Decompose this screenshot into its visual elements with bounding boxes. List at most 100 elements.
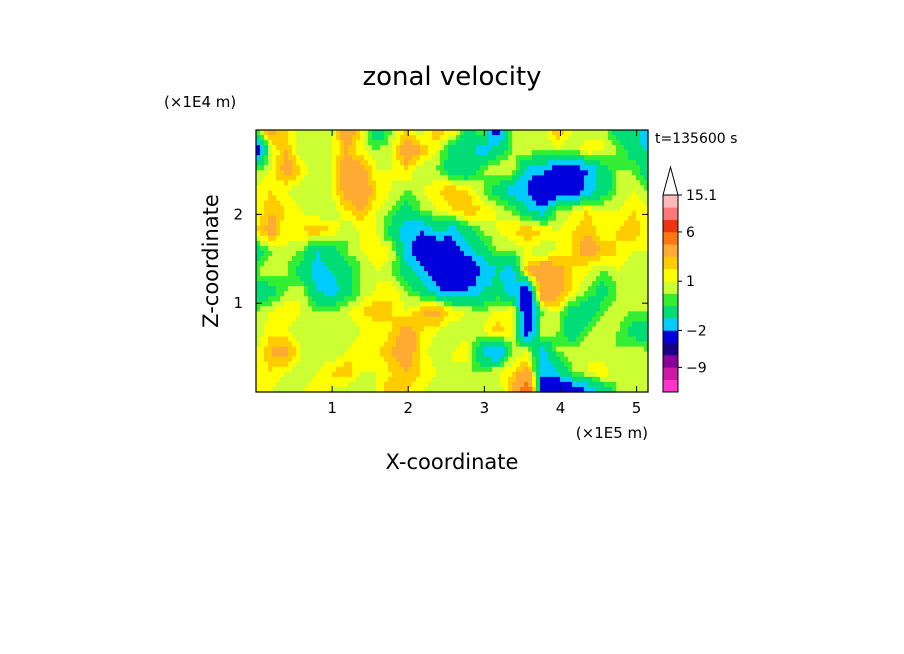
field-cell <box>472 266 477 272</box>
field-cell <box>528 240 533 247</box>
field-cell <box>364 356 369 363</box>
field-cell <box>352 195 357 202</box>
field-cell <box>412 351 417 358</box>
field-cell <box>612 255 617 262</box>
field-cell <box>456 281 461 287</box>
field-cell <box>320 140 325 146</box>
field-cell <box>276 301 281 307</box>
field-cell <box>500 261 505 267</box>
field-cell <box>476 195 481 202</box>
field-cell <box>452 250 457 257</box>
field-cell <box>380 321 385 328</box>
field-cell <box>528 366 533 373</box>
field-cell <box>508 220 513 227</box>
field-cell <box>308 286 313 292</box>
field-cell <box>596 266 601 272</box>
field-cell <box>612 240 617 247</box>
field-cell <box>452 150 457 156</box>
field-cell <box>368 341 373 348</box>
field-cell <box>596 215 601 222</box>
field-cell <box>336 235 341 242</box>
field-cell <box>340 351 345 358</box>
field-cell <box>540 296 545 302</box>
field-cell <box>280 291 285 297</box>
field-cell <box>388 266 393 272</box>
field-cell <box>536 381 541 388</box>
field-cell <box>424 155 429 161</box>
field-cell <box>376 145 381 151</box>
field-cell <box>448 306 453 312</box>
field-cell <box>556 336 561 343</box>
field-cell <box>412 356 417 363</box>
field-cell <box>360 351 365 358</box>
field-cell <box>592 225 597 232</box>
field-cell <box>364 190 369 197</box>
field-cell <box>628 220 633 227</box>
field-cell <box>272 180 277 187</box>
field-cell <box>484 376 489 383</box>
field-cell <box>528 331 533 338</box>
field-cell <box>604 255 609 262</box>
field-cell <box>448 316 453 323</box>
field-cell <box>588 170 593 176</box>
field-cell <box>460 291 465 297</box>
field-cell <box>352 266 357 272</box>
field-cell <box>364 271 369 277</box>
field-cell <box>524 155 529 161</box>
field-cell <box>344 220 349 227</box>
field-cell <box>412 271 417 277</box>
field-cell <box>288 276 293 282</box>
field-cell <box>544 135 549 141</box>
field-cell <box>412 381 417 388</box>
field-cell <box>324 205 329 212</box>
field-cell <box>544 346 549 353</box>
field-cell <box>328 356 333 363</box>
field-cell <box>624 286 629 292</box>
field-cell <box>476 381 481 388</box>
field-cell <box>472 230 477 237</box>
field-cell <box>300 250 305 257</box>
field-cell <box>476 165 481 171</box>
field-cell <box>276 180 281 187</box>
field-cell <box>600 170 605 176</box>
field-cell <box>592 381 597 388</box>
field-cell <box>544 341 549 348</box>
field-cell <box>256 261 261 267</box>
field-cell <box>452 321 457 328</box>
field-cell <box>280 271 285 277</box>
field-cell <box>492 185 497 192</box>
field-cell <box>300 240 305 247</box>
field-cell <box>604 296 609 302</box>
field-cell <box>540 336 545 343</box>
field-cell <box>616 341 621 348</box>
field-cell <box>388 245 393 252</box>
field-cell <box>392 225 397 232</box>
field-cell <box>304 225 309 232</box>
field-cell <box>368 150 373 156</box>
field-cell <box>508 215 513 222</box>
field-cell <box>360 165 365 171</box>
field-cell <box>624 296 629 302</box>
field-cell <box>384 220 389 227</box>
field-cell <box>288 205 293 212</box>
field-cell <box>564 336 569 343</box>
field-cell <box>548 381 553 388</box>
field-cell <box>328 336 333 343</box>
field-cell <box>364 155 369 161</box>
field-cell <box>424 130 429 136</box>
field-cell <box>552 155 557 161</box>
field-cell <box>528 250 533 257</box>
field-cell <box>384 306 389 312</box>
field-cell <box>468 296 473 302</box>
field-cell <box>452 356 457 363</box>
field-cell <box>544 361 549 368</box>
field-cell <box>528 371 533 378</box>
field-cell <box>580 336 585 343</box>
field-cell <box>484 250 489 257</box>
field-cell <box>556 276 561 282</box>
field-cell <box>320 346 325 353</box>
field-cell <box>612 250 617 257</box>
field-cell <box>632 165 637 171</box>
field-cell <box>432 225 437 232</box>
field-cell <box>568 336 573 343</box>
